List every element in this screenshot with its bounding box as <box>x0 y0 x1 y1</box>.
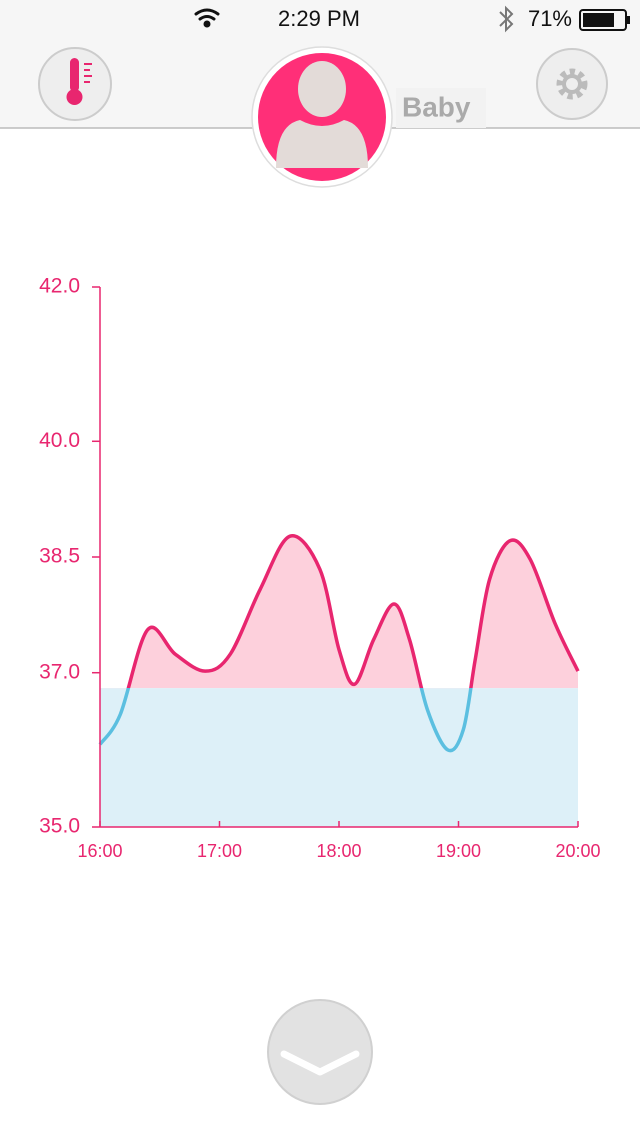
battery-icon <box>579 9 630 31</box>
status-battery: 71% <box>528 6 572 31</box>
below-threshold-area <box>100 688 578 827</box>
name-bg <box>396 88 486 128</box>
avatar[interactable] <box>251 46 393 188</box>
y-tick-label: 40.0 <box>39 429 80 452</box>
x-tick-label: 20:00 <box>555 841 600 861</box>
x-tick-label: 17:00 <box>197 841 242 861</box>
bluetooth-icon <box>499 5 514 33</box>
profile-name: Baby <box>402 91 471 122</box>
thermometer-button[interactable] <box>38 47 112 121</box>
y-tick-label: 37.0 <box>39 660 80 683</box>
x-tick-label: 18:00 <box>316 841 361 861</box>
settings-button[interactable] <box>536 48 608 120</box>
y-tick-label: 35.0 <box>39 815 80 838</box>
chart: 35.0 37.0 38.5 40.0 42.0 16:00 17:00 18:00 19:00… <box>39 275 600 861</box>
y-tick-label: 38.5 <box>39 545 80 568</box>
status-time: 2:29 PM <box>278 6 360 31</box>
wifi-icon <box>194 8 220 28</box>
x-tick-label: 16:00 <box>77 841 122 861</box>
x-tick-label: 19:00 <box>436 841 481 861</box>
collapse-button[interactable] <box>267 999 373 1105</box>
temperature-line <box>98 534 580 753</box>
above-threshold-area <box>128 535 578 689</box>
y-tick-label: 42.0 <box>39 275 80 298</box>
